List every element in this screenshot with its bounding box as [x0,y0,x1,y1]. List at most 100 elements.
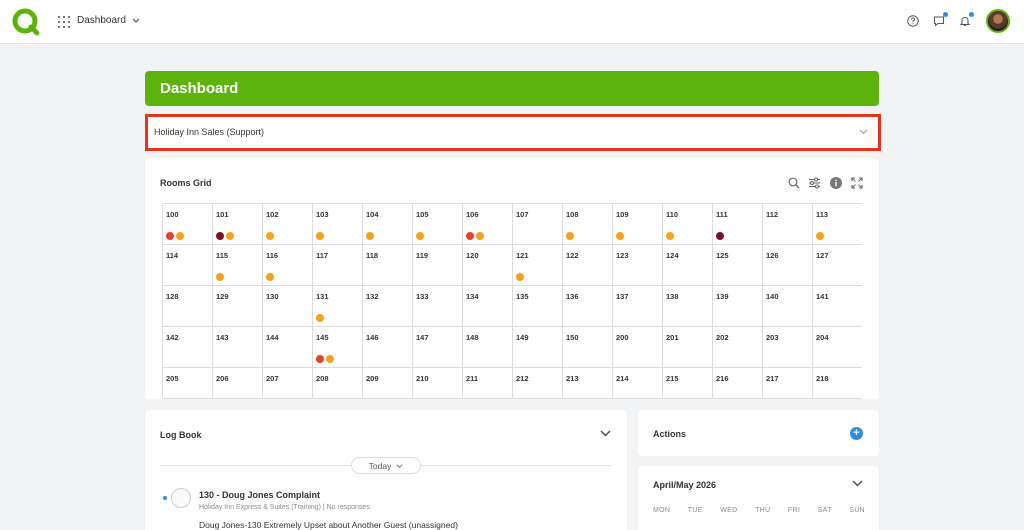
room-cell[interactable]: 142 [163,327,213,368]
room-cell[interactable]: 149 [513,327,563,368]
room-number: 200 [616,333,629,342]
room-cell[interactable]: 134 [463,286,513,327]
room-cell[interactable]: 119 [413,245,463,286]
room-cell[interactable]: 203 [763,327,813,368]
room-cell[interactable]: 127 [813,245,862,286]
logbook-entry-title[interactable]: 130 - Doug Jones Complaint [199,490,321,500]
expand-fullscreen-icon[interactable] [850,176,863,189]
room-cell[interactable]: 217 [763,368,813,399]
room-cell[interactable]: 146 [363,327,413,368]
room-cell[interactable]: 106 [463,204,513,245]
room-cell[interactable]: 200 [613,327,663,368]
room-cell[interactable]: 117 [313,245,363,286]
room-cell[interactable]: 111 [713,204,763,245]
room-cell[interactable]: 121 [513,245,563,286]
search-icon[interactable] [787,176,800,189]
room-cell[interactable]: 104 [363,204,413,245]
apps-grid-icon[interactable] [58,16,70,28]
room-cell[interactable]: 115 [213,245,263,286]
room-cell[interactable]: 213 [563,368,613,399]
room-cell[interactable]: 140 [763,286,813,327]
room-cell[interactable]: 214 [613,368,663,399]
room-cell[interactable]: 218 [813,368,862,399]
room-status-dots [366,232,374,240]
chevron-down-icon[interactable] [852,480,863,487]
room-cell[interactable]: 147 [413,327,463,368]
room-cell[interactable]: 132 [363,286,413,327]
room-number: 125 [716,251,729,260]
room-cell[interactable]: 208 [313,368,363,399]
room-cell[interactable]: 141 [813,286,862,327]
room-cell[interactable]: 130 [263,286,313,327]
room-cell[interactable]: 136 [563,286,613,327]
room-cell[interactable]: 210 [413,368,463,399]
room-cell[interactable]: 118 [363,245,413,286]
room-cell[interactable]: 143 [213,327,263,368]
room-cell[interactable]: 107 [513,204,563,245]
room-number: 103 [316,210,329,219]
room-cell[interactable]: 207 [263,368,313,399]
room-cell[interactable]: 135 [513,286,563,327]
room-cell[interactable]: 139 [713,286,763,327]
room-cell[interactable]: 126 [763,245,813,286]
filter-sliders-icon[interactable] [808,176,821,189]
room-cell[interactable]: 108 [563,204,613,245]
room-cell[interactable]: 123 [613,245,663,286]
room-cell[interactable]: 109 [613,204,663,245]
room-cell[interactable]: 201 [663,327,713,368]
room-cell[interactable]: 202 [713,327,763,368]
room-cell[interactable]: 148 [463,327,513,368]
room-cell[interactable]: 101 [213,204,263,245]
room-cell[interactable]: 138 [663,286,713,327]
logbook-entry-text[interactable]: Doug Jones-130 Extremely Upset about Ano… [199,520,458,530]
room-cell[interactable]: 209 [363,368,413,399]
room-cell[interactable]: 103 [313,204,363,245]
status-dot-icon [316,314,324,322]
help-icon[interactable] [906,14,920,28]
room-cell[interactable]: 116 [263,245,313,286]
room-cell[interactable]: 205 [163,368,213,399]
room-cell[interactable]: 204 [813,327,862,368]
user-avatar[interactable] [986,9,1010,33]
chat-icon[interactable] [932,12,948,28]
room-cell[interactable]: 122 [563,245,613,286]
room-number: 216 [716,374,729,383]
room-cell[interactable]: 105 [413,204,463,245]
room-cell[interactable]: 128 [163,286,213,327]
room-cell[interactable]: 206 [213,368,263,399]
room-cell[interactable]: 113 [813,204,862,245]
room-cell[interactable]: 114 [163,245,213,286]
room-cell[interactable]: 211 [463,368,513,399]
status-dot-icon [466,232,474,240]
room-cell[interactable]: 110 [663,204,713,245]
logbook-card: Log Book Today 130 - Doug Jones Complain… [145,410,627,530]
room-cell[interactable]: 212 [513,368,563,399]
room-cell[interactable]: 144 [263,327,313,368]
logbook-entry-meta: Holiday Inn Express & Suites (Training) … [199,504,370,511]
dashboard-header: Dashboard [145,71,879,106]
room-cell[interactable]: 102 [263,204,313,245]
status-dot-icon [566,232,574,240]
room-cell[interactable]: 100 [163,204,213,245]
room-cell[interactable]: 133 [413,286,463,327]
nav-dashboard-dropdown[interactable]: Dashboard [77,15,140,26]
room-cell[interactable]: 112 [763,204,813,245]
room-cell[interactable]: 120 [463,245,513,286]
room-cell[interactable]: 124 [663,245,713,286]
room-cell[interactable]: 129 [213,286,263,327]
room-cell[interactable]: 137 [613,286,663,327]
room-cell[interactable]: 125 [713,245,763,286]
chevron-down-icon[interactable] [600,430,611,437]
room-cell[interactable]: 216 [713,368,763,399]
date-filter-dropdown[interactable]: Today [351,457,421,474]
bell-icon[interactable] [958,12,974,28]
room-cell[interactable]: 131 [313,286,363,327]
app-logo-icon[interactable] [12,8,40,36]
property-select[interactable]: Holiday Inn Sales (Support) [145,114,881,151]
info-icon[interactable] [829,176,842,189]
room-cell[interactable]: 215 [663,368,713,399]
room-cell[interactable]: 150 [563,327,613,368]
room-number: 106 [466,210,479,219]
add-action-button[interactable]: + [850,427,863,440]
room-cell[interactable]: 145 [313,327,363,368]
